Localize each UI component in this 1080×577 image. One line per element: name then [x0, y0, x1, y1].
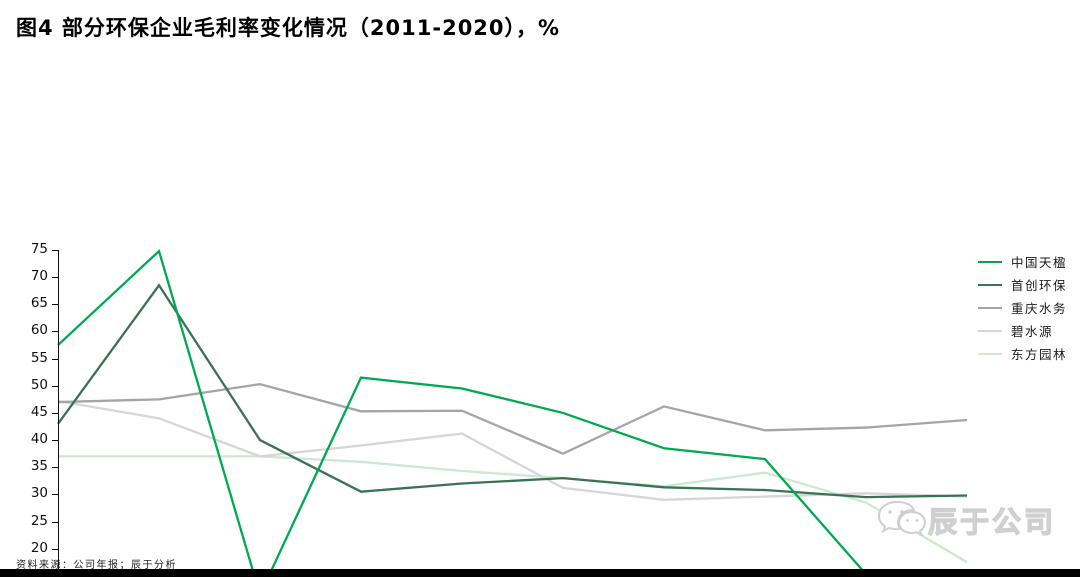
plot-lines — [57, 248, 968, 577]
y-tick-label: 60 — [30, 322, 48, 339]
y-tick — [52, 385, 58, 387]
legend-line-swatch — [978, 329, 1002, 332]
legend-item: 碧水源 — [978, 319, 1067, 342]
legend-label: 重庆水务 — [1011, 301, 1068, 316]
y-tick — [52, 494, 58, 496]
series-line-东方园林 — [58, 455, 968, 564]
y-tick — [52, 358, 58, 360]
series-line-重庆水务 — [57, 382, 968, 455]
y-tick-label: 40 — [30, 431, 48, 448]
series-line-碧水源 — [57, 399, 968, 501]
y-tick-label: 65 — [30, 295, 48, 312]
y-tick-label: 30 — [30, 485, 48, 502]
legend-label: 中国天楹 — [1011, 255, 1068, 270]
series-line-中国天楹 — [57, 248, 968, 577]
y-axis — [58, 250, 59, 577]
y-tick-label: 35 — [30, 458, 48, 475]
y-tick-label: 75 — [30, 241, 48, 257]
source-note: 资料来源：公司年报；辰于分析 — [16, 560, 177, 571]
y-tick-label: 50 — [30, 376, 48, 393]
legend-line-swatch — [978, 283, 1002, 286]
legend-line-swatch — [978, 306, 1002, 309]
series-line-首创环保 — [57, 283, 968, 499]
legend-item: 东方园林 — [978, 342, 1067, 365]
brand-name: 辰于公司 — [927, 504, 1057, 539]
legend-label: 首创环保 — [1011, 278, 1068, 293]
line-chart: 1015202530354045505560657075 20112012201… — [0, 110, 1080, 577]
y-tick — [52, 412, 58, 414]
chart-legend: 中国天楹首创环保重庆水务碧水源东方园林 — [978, 250, 1067, 365]
y-tick — [52, 277, 58, 279]
legend-item: 重庆水务 — [978, 296, 1067, 319]
y-tick — [52, 440, 58, 442]
figure-title: 图4 部分环保企业毛利率变化情况（2011-2020），% — [16, 16, 561, 40]
legend-item: 首创环保 — [978, 273, 1067, 296]
y-tick — [52, 467, 58, 469]
y-tick-label: 25 — [30, 512, 48, 529]
legend-label: 东方园林 — [1011, 347, 1068, 362]
legend-line-swatch — [978, 260, 1002, 263]
y-tick — [52, 250, 58, 251]
wechat-logo-icon — [877, 500, 927, 537]
y-tick — [52, 304, 58, 306]
legend-item: 中国天楹 — [978, 250, 1067, 273]
y-tick — [52, 521, 58, 523]
y-tick-label: 20 — [30, 539, 48, 556]
y-tick-label: 55 — [30, 349, 48, 366]
legend-label: 碧水源 — [1011, 324, 1054, 339]
y-tick — [52, 548, 58, 550]
brand-watermark: 辰于公司 — [876, 498, 1056, 542]
y-tick-label: 45 — [30, 403, 48, 420]
y-tick-label: 70 — [30, 268, 48, 285]
legend-line-swatch — [978, 352, 1002, 355]
y-tick — [52, 331, 58, 333]
bottom-bar — [0, 569, 1080, 577]
